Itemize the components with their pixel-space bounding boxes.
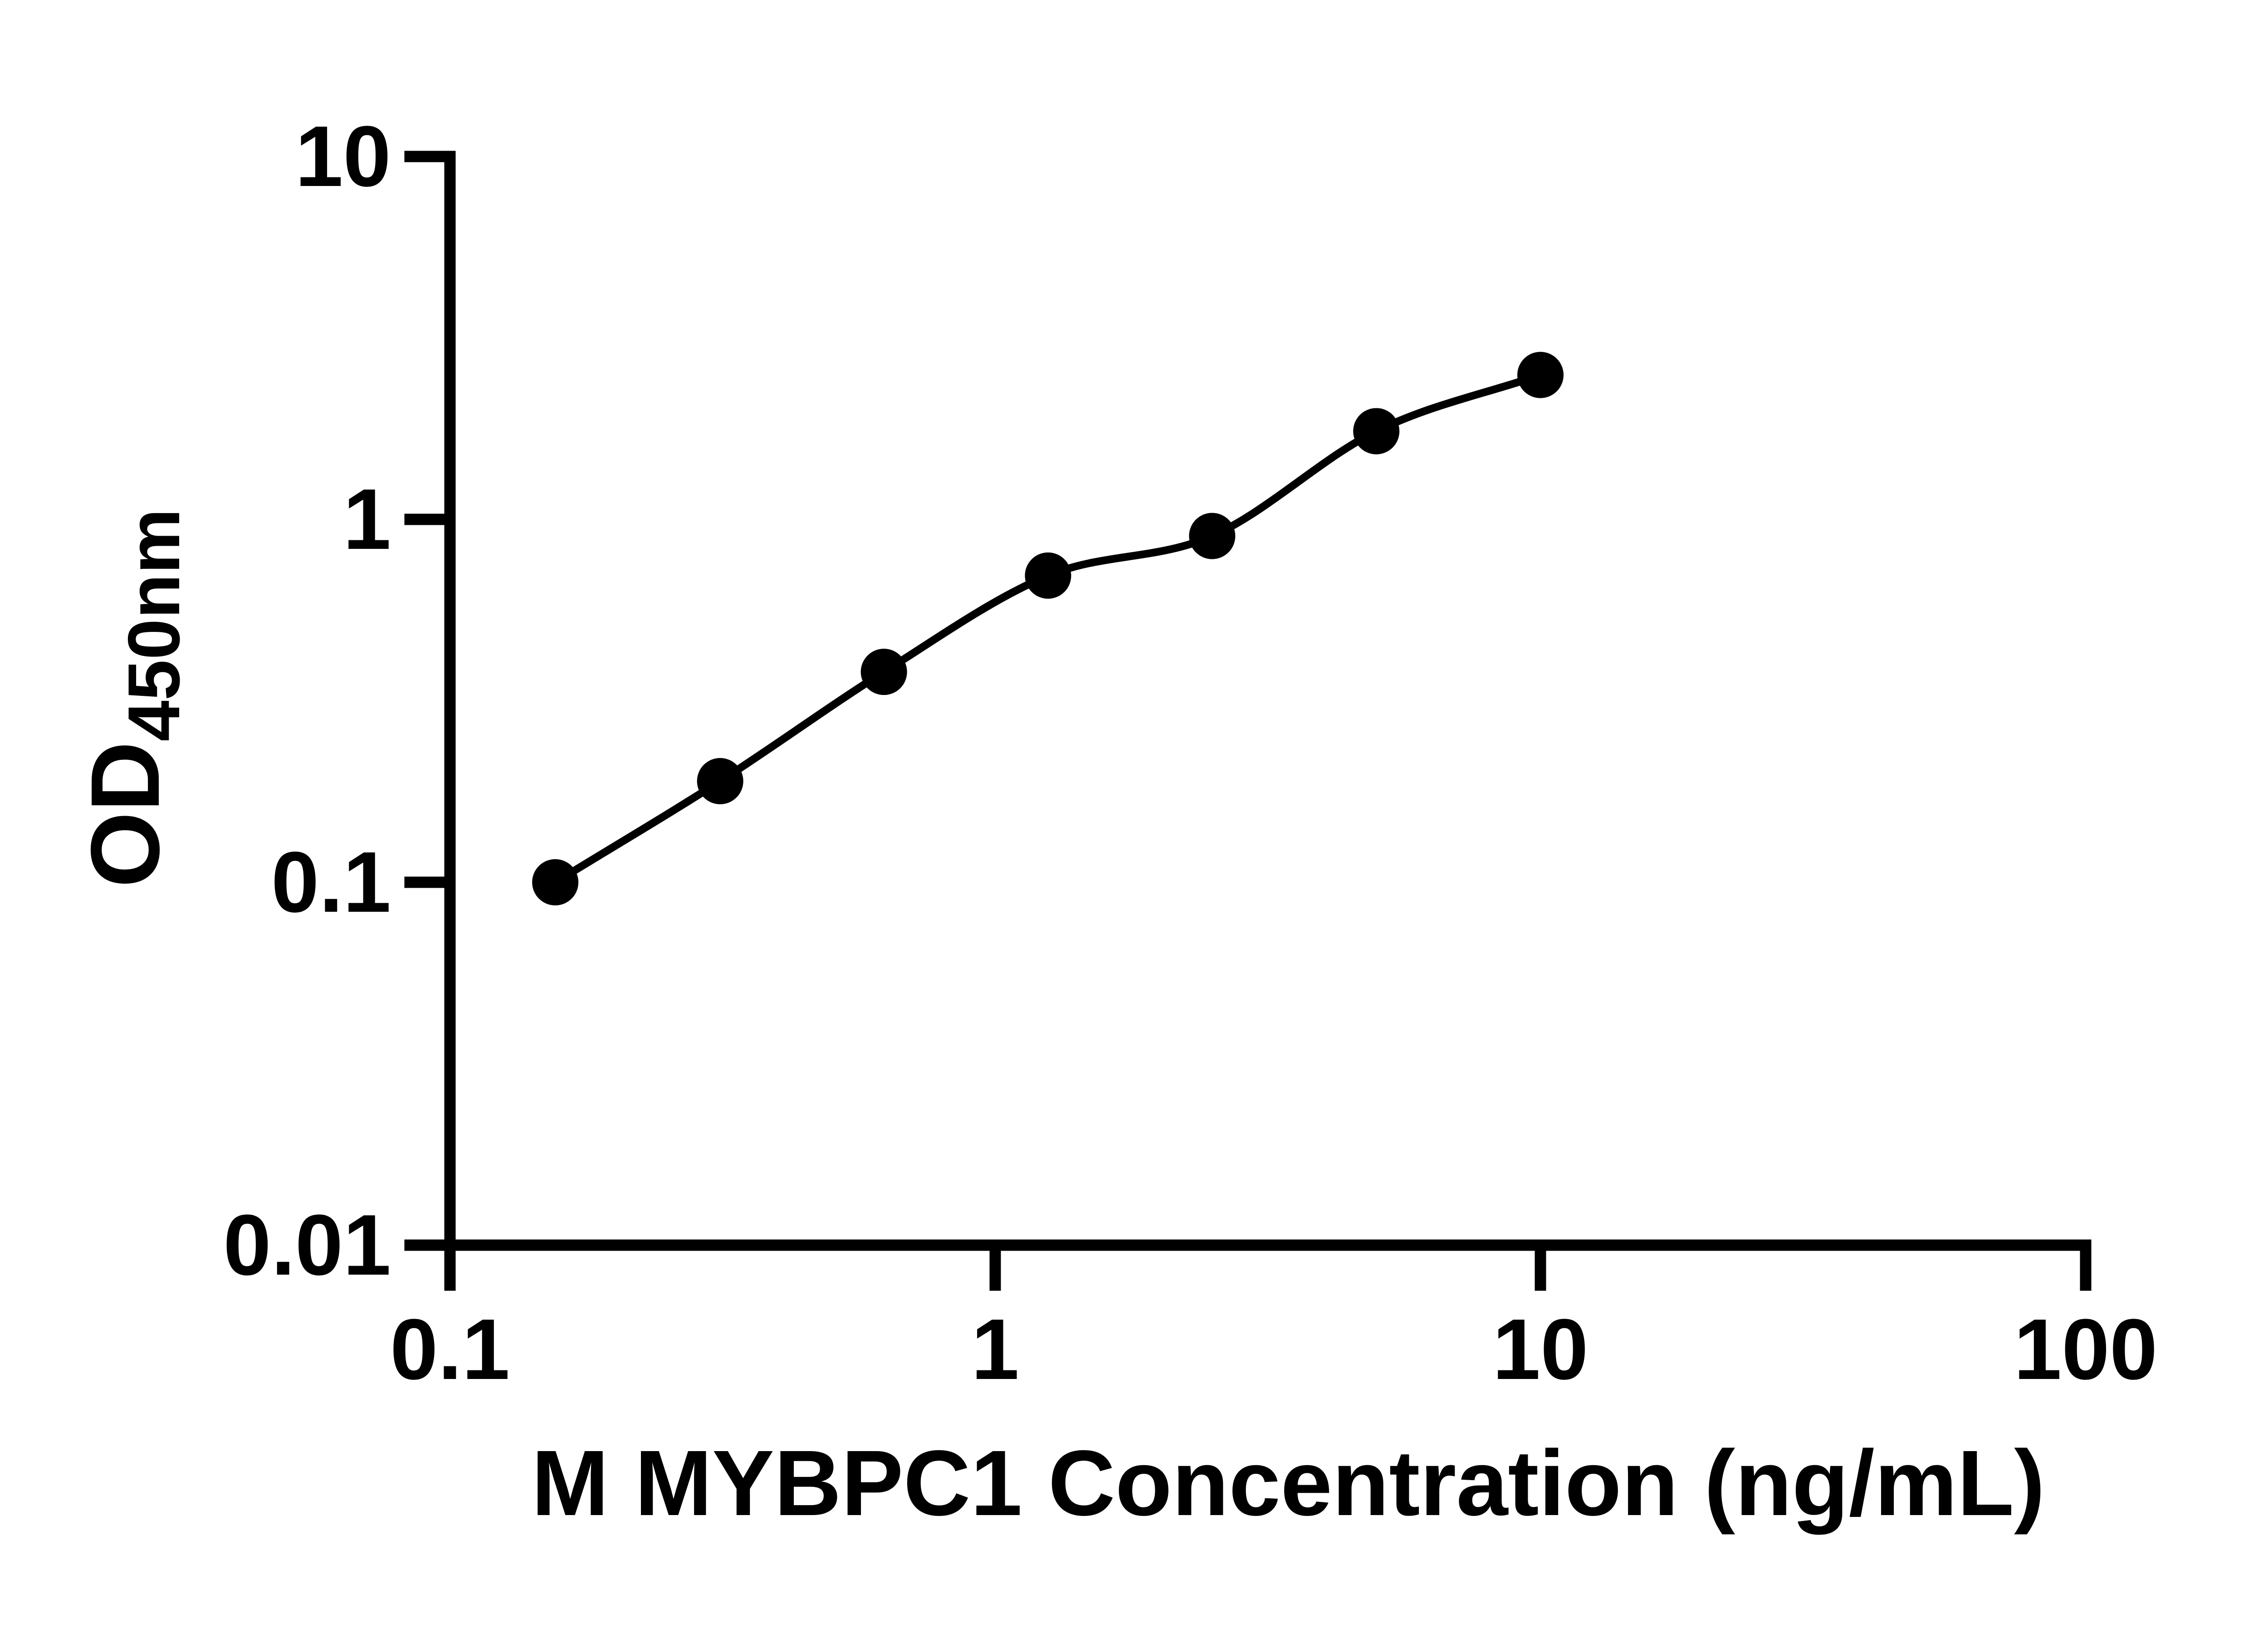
y-axis-title-main: OD — [70, 741, 180, 888]
data-point-marker — [1189, 513, 1236, 559]
y-axis-title-subscript: 450nm — [113, 508, 195, 741]
fit-curve-line — [551, 371, 1545, 886]
tick-marks — [404, 151, 2092, 1291]
data-point-marker — [1517, 352, 1564, 398]
y-tick-label: 10 — [295, 108, 391, 205]
data-point-marker — [697, 758, 743, 804]
data-point-markers — [532, 352, 1564, 905]
x-tick-label: 1 — [971, 1301, 1019, 1398]
data-point-marker — [1025, 552, 1071, 599]
y-axis-title: OD450nm — [70, 508, 195, 888]
y-tick-label: 0.01 — [223, 1197, 391, 1293]
x-tick-label: 0.1 — [390, 1301, 510, 1398]
y-tick-label: 1 — [343, 471, 391, 567]
data-point-marker — [1353, 408, 1400, 455]
data-point-marker — [532, 859, 579, 905]
y-tick-label: 0.1 — [271, 834, 391, 930]
x-axis-title: M MYBPC1 Concentration (ng/mL) — [532, 1431, 2045, 1535]
axes — [444, 151, 2092, 1251]
x-tick-label: 10 — [1492, 1301, 1588, 1398]
x-tick-label: 100 — [2014, 1301, 2157, 1398]
data-point-marker — [860, 649, 907, 695]
